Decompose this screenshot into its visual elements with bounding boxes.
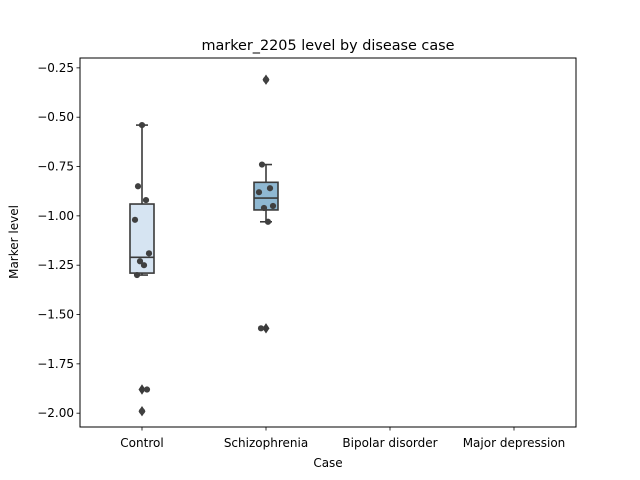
data-point: [258, 161, 266, 168]
data-point: [143, 386, 151, 393]
x-tick-label: Bipolar disorder: [342, 436, 437, 450]
plot-frame: [79, 57, 577, 428]
data-point: [269, 202, 277, 210]
y-tick-label: −0.25: [37, 61, 74, 75]
data-point: [145, 250, 153, 257]
y-tick-label: −2.00: [37, 406, 74, 420]
y-tick-label: −0.75: [37, 160, 74, 174]
data-point: [136, 258, 144, 265]
x-tick-label: Schizophrenia: [224, 436, 308, 450]
data-point: [255, 189, 263, 196]
box-group: [129, 121, 155, 417]
data-point: [138, 121, 146, 129]
data-point: [260, 204, 268, 212]
data-point: [133, 271, 141, 279]
box-group: [253, 74, 279, 334]
y-axis: −2.00 −1.75 −1.50 −1.25 −1.00 −0.75 −0.50 −0.25: [37, 61, 80, 420]
data-point: [131, 216, 139, 223]
chart-title: marker_2205 level by disease case: [201, 38, 454, 54]
y-tick-label: −1.25: [37, 258, 74, 272]
outlier-marker: [262, 323, 270, 334]
data-point: [266, 185, 274, 192]
data-point: [138, 408, 146, 415]
data-point: [142, 196, 150, 204]
x-axis-title: Case: [313, 456, 342, 470]
outlier-marker: [138, 384, 146, 395]
x-axis: Control Schizophrenia Bipolar disorder Majo…: [120, 427, 565, 450]
y-tick-label: −0.50: [37, 110, 74, 124]
data-point: [257, 325, 265, 332]
y-tick-label: −1.50: [37, 308, 74, 322]
plot-area: [129, 74, 279, 417]
y-tick-label: −1.00: [37, 209, 74, 223]
x-tick-label: Control: [120, 436, 163, 450]
data-point: [140, 262, 148, 269]
data-point: [134, 183, 142, 190]
x-tick-label: Major depression: [463, 436, 566, 450]
data-point: [262, 76, 270, 83]
y-tick-label: −1.75: [37, 357, 74, 371]
data-point: [264, 218, 272, 225]
y-axis-title: Marker level: [7, 205, 21, 279]
